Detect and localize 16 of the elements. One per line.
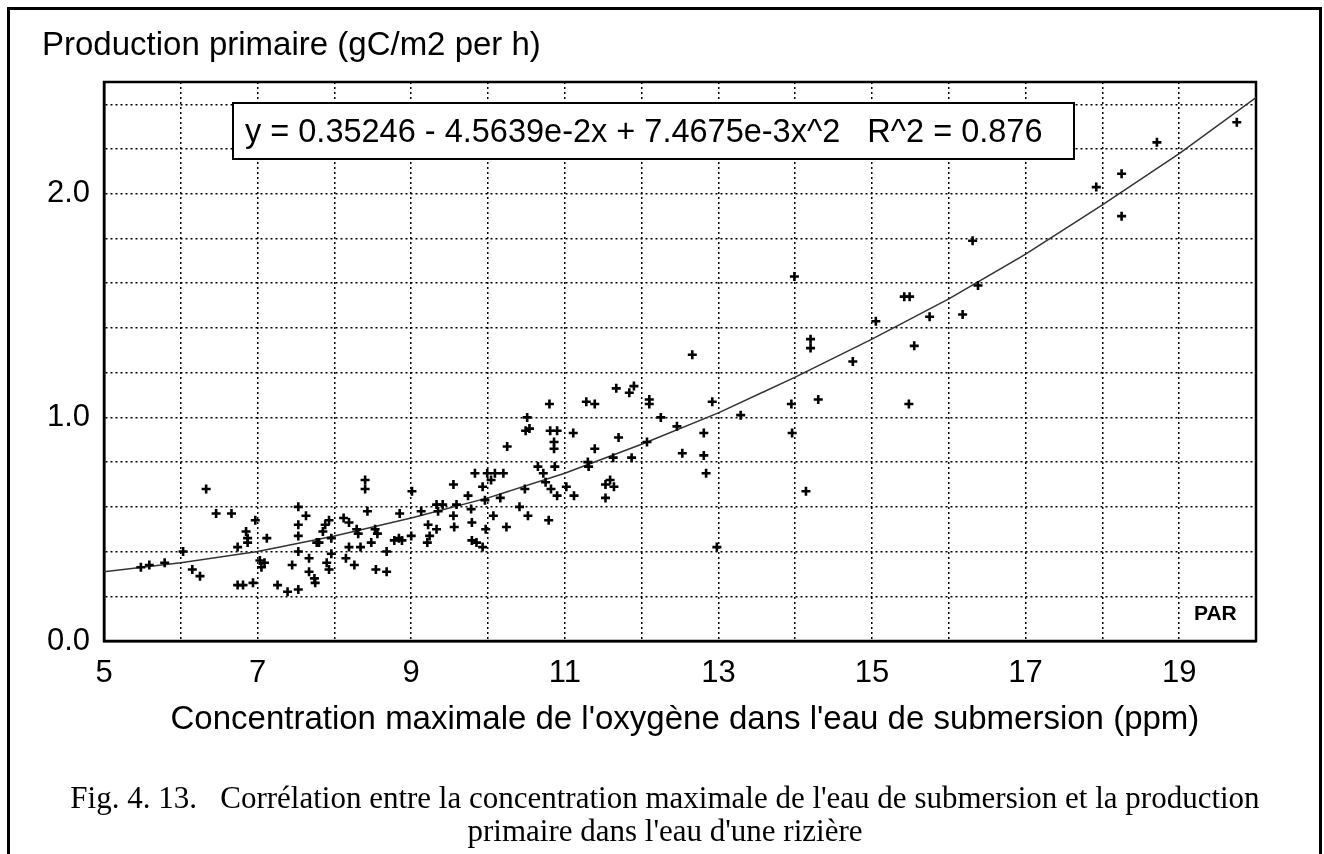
- y-axis-title: Production primaire (gC/m2 per h): [42, 25, 541, 63]
- x-tick-label: 7: [248, 654, 267, 690]
- x-tick-label: 15: [854, 654, 890, 690]
- x-tick-label: 5: [95, 654, 113, 690]
- x-tick-label: 11: [548, 654, 581, 690]
- y-tick-label: 1.0: [46, 397, 90, 433]
- y-tick-label: 2.0: [46, 174, 90, 210]
- x-axis-title: Concentration maximale de l'oxygène dans l'eau de submersion (ppm): [170, 699, 1200, 737]
- x-tick-label: 19: [1161, 654, 1197, 690]
- caption: Fig. 4. 13. Corrélation entre la concentration maximale de l'eau de submersion et la production primaire dans l'eau d'une rizière: [69, 780, 1261, 848]
- annotation: PAR: [1194, 601, 1237, 625]
- annotation: y = 0.35246 - 4.5639e-2x + 7.4675e-3x^2 R^2 = 0.876: [232, 102, 1075, 160]
- y-tick-label: 0.0: [46, 621, 90, 657]
- x-tick-label: 9: [402, 654, 420, 690]
- x-tick-label: 13: [701, 654, 736, 690]
- x-tick-label: 17: [1008, 654, 1043, 690]
